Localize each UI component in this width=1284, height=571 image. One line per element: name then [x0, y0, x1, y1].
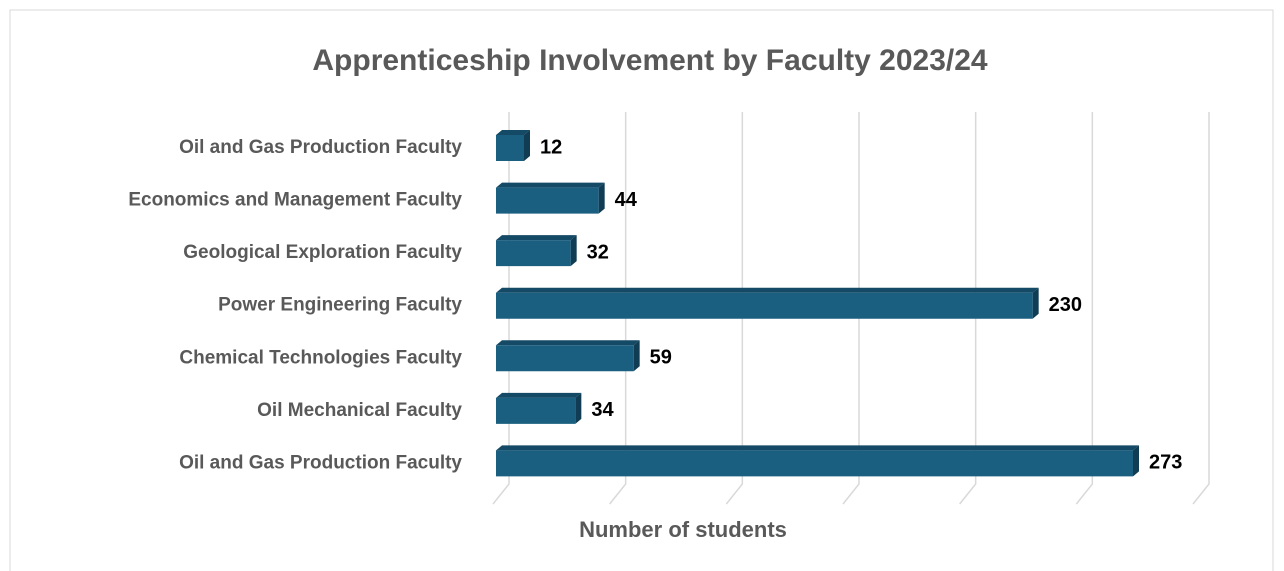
bar-front: [496, 292, 1033, 319]
bar-front: [496, 240, 571, 267]
y-tick-label: Oil Mechanical Faculty: [257, 400, 462, 421]
y-tick-label: Geological Exploration Faculty: [183, 242, 462, 263]
bar-top: [496, 445, 1139, 451]
bar: [496, 445, 1139, 477]
data-label: 34: [591, 399, 614, 421]
bar-side: [598, 182, 605, 214]
bar-front: [496, 450, 1133, 477]
bar-top: [496, 287, 1039, 293]
grid-line: [842, 112, 860, 505]
bar-side: [575, 392, 582, 424]
bar-side: [1133, 445, 1139, 477]
grid-line: [1192, 112, 1210, 505]
bar-top: [496, 130, 530, 135]
grid-line: [959, 112, 977, 505]
bar-top: [496, 392, 582, 398]
data-label: 230: [1049, 294, 1082, 316]
y-tick-label: Oil and Gas Production Faculty: [179, 137, 462, 158]
bar: [496, 287, 1039, 319]
bar-top: [496, 182, 605, 188]
y-tick-label: Chemical Technologies Faculty: [179, 347, 462, 368]
bar-front: [496, 187, 599, 214]
grid-line: [1075, 112, 1094, 505]
data-label: 59: [650, 347, 672, 369]
bar-top: [496, 340, 640, 346]
bar: [496, 182, 605, 214]
bar: [496, 235, 577, 267]
bar-side: [1032, 287, 1039, 319]
bar: [496, 392, 582, 424]
y-tick-label: Power Engineering Faculty: [218, 295, 462, 316]
bar-front: [496, 345, 634, 372]
y-tick-label: Oil and Gas Production Faculty: [179, 452, 462, 473]
bar-front: [496, 135, 524, 161]
bar-top: [496, 235, 577, 241]
bar-side: [570, 235, 577, 267]
x-axis-label: Number of students: [579, 517, 787, 542]
data-label: 273: [1149, 452, 1182, 474]
data-label: 32: [587, 241, 609, 263]
bar: [496, 130, 530, 161]
bar-side: [633, 340, 640, 372]
grid-line: [725, 112, 744, 505]
data-label: 12: [540, 136, 562, 158]
y-tick-label: Economics and Management Faculty: [128, 190, 462, 211]
bar-side: [524, 130, 530, 161]
grid-line: [609, 112, 627, 505]
chart-title: Apprenticeship Involvement by Faculty 20…: [312, 44, 988, 77]
data-label: 44: [615, 189, 638, 211]
bar: [496, 340, 640, 372]
bar-front: [496, 397, 576, 424]
